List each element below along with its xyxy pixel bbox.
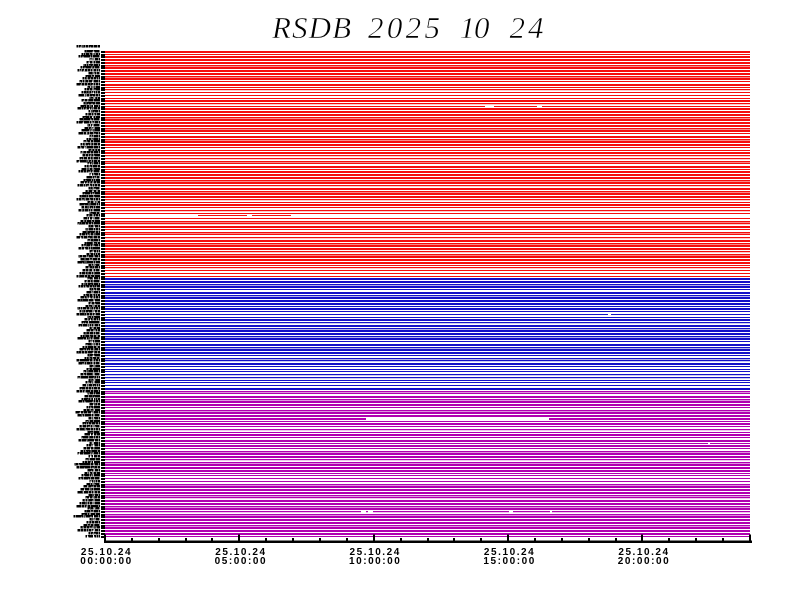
svg-text:10:00:00: 10:00:00 <box>349 556 401 567</box>
svg-text:15:00:00: 15:00:00 <box>483 556 535 567</box>
svg-text:25.10.24: 25.10.24 <box>484 547 535 558</box>
svg-text:RSDB: RSDB <box>271 10 351 45</box>
svg-text:25.10.24: 25.10.24 <box>618 547 669 558</box>
svg-text:10: 10 <box>460 10 491 45</box>
svg-text:05:00:00: 05:00:00 <box>215 556 267 567</box>
svg-text:20:00:00: 20:00:00 <box>618 556 670 567</box>
svg-text:25.10.24: 25.10.24 <box>215 547 266 558</box>
svg-text:25.10.24: 25.10.24 <box>81 547 132 558</box>
svg-text:00:00:00: 00:00:00 <box>80 556 132 567</box>
svg-text:25.10.24: 25.10.24 <box>350 547 401 558</box>
